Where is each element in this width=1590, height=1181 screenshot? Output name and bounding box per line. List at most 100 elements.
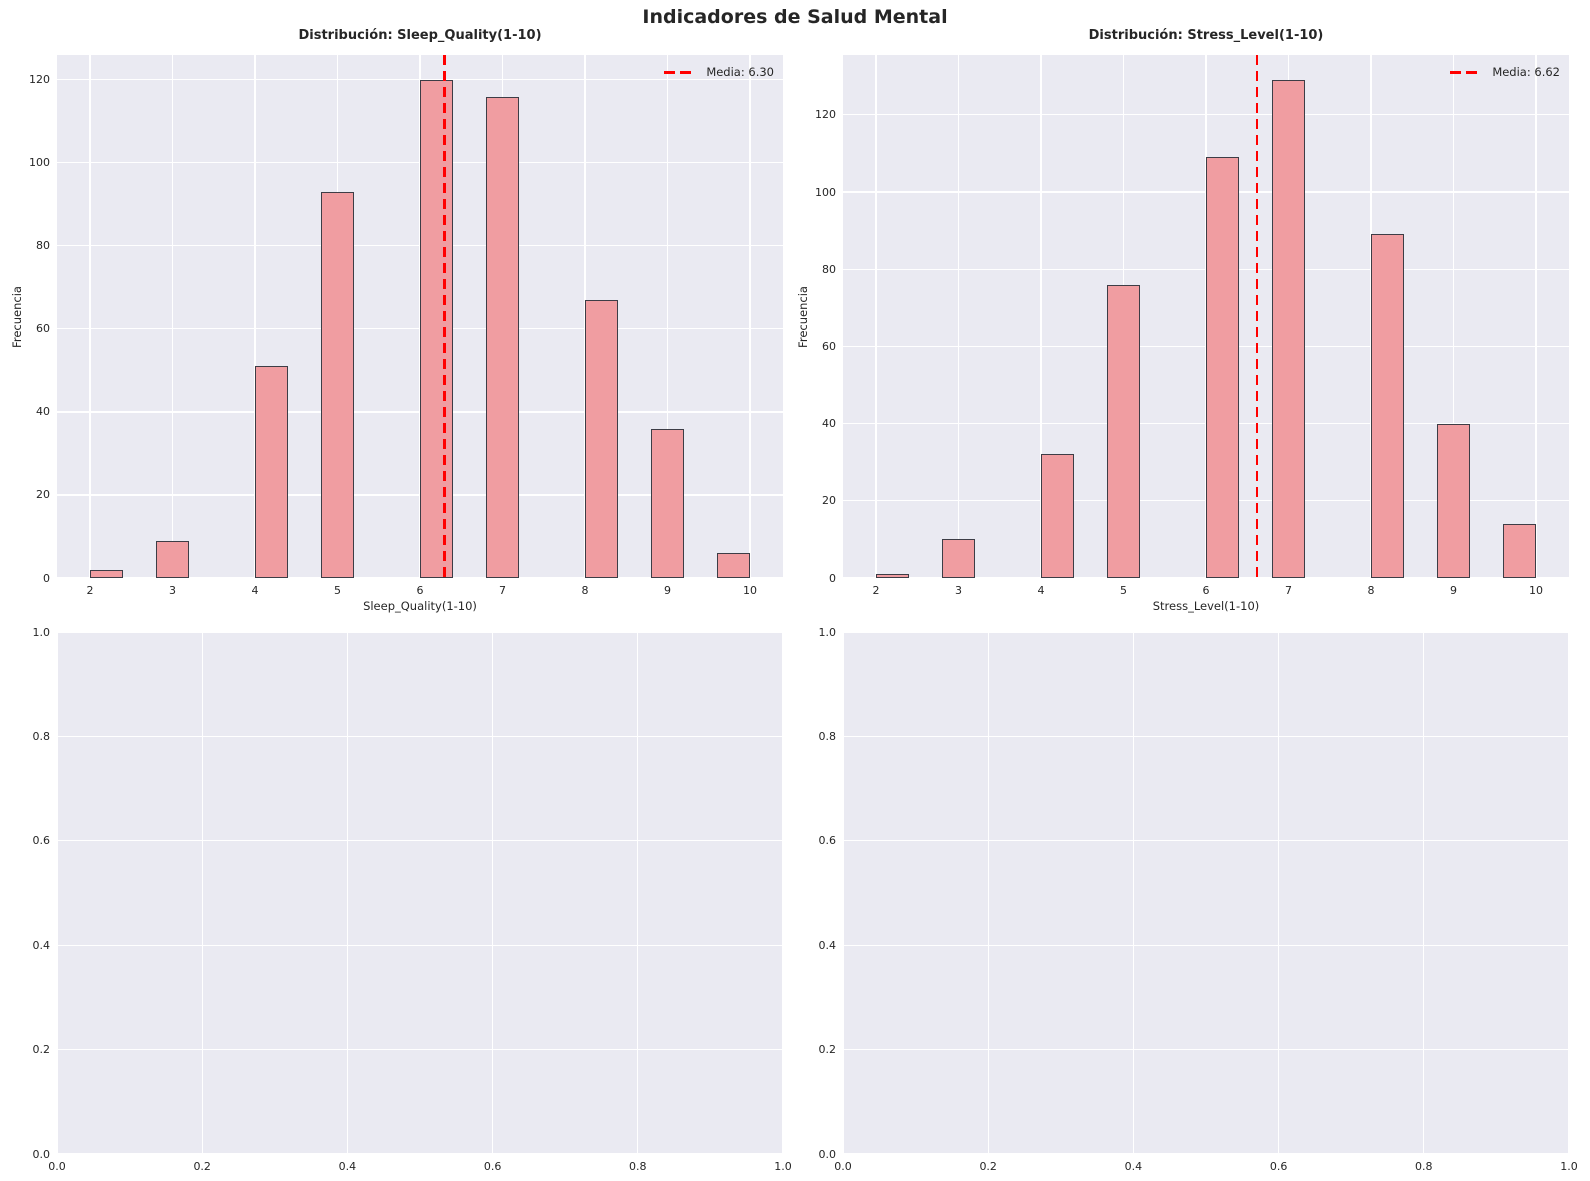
legend-label: Media: 6.62	[1492, 65, 1560, 79]
gridline-horizontal	[843, 632, 1569, 633]
gridline-horizontal	[843, 840, 1569, 842]
histogram-bar	[1371, 234, 1404, 578]
y-axis-label: Frecuencia	[10, 285, 24, 348]
y-tick-label: 1.0	[32, 625, 51, 639]
gridline-vertical	[492, 632, 494, 1154]
gridline-vertical	[1278, 632, 1280, 1154]
y-tick-label: 0	[829, 571, 836, 585]
gridline-vertical	[957, 55, 960, 578]
gridline-vertical	[637, 632, 639, 1154]
gridline-horizontal	[57, 944, 783, 946]
subplot-stress-level-histogram: Distribución: Stress_Level(1-10) Frecuen…	[796, 28, 1569, 613]
y-tick-label: 0.2	[818, 1043, 837, 1057]
x-tick-label: 3	[955, 584, 962, 597]
x-tick-label: 10	[1529, 584, 1543, 597]
y-tick-label: 20	[36, 488, 50, 502]
gridline-vertical	[875, 55, 877, 578]
y-tick-label: 40	[36, 405, 50, 419]
y-tick-label: 0.4	[818, 938, 837, 952]
histogram-bar	[1041, 454, 1074, 578]
histogram-bar	[942, 539, 975, 578]
histogram-bar	[1437, 423, 1470, 578]
gridline-vertical	[419, 55, 421, 578]
gridline-vertical	[1205, 55, 1207, 578]
y-tick-label: 0.0	[32, 1147, 51, 1161]
gridline-horizontal	[843, 114, 1569, 116]
x-tick-label: 0.2	[193, 1160, 211, 1173]
mean-line	[1255, 55, 1259, 578]
x-tick-label: 2	[872, 584, 880, 597]
y-tick-label: 0.2	[32, 1043, 51, 1057]
legend: Media: 6.30	[664, 65, 774, 79]
subplot-title: Distribución: Sleep_Quality(1-10)	[298, 28, 542, 43]
x-tick-label: 8	[581, 584, 589, 597]
gridline-horizontal	[843, 1153, 1569, 1154]
y-tick-label: 120	[29, 73, 50, 87]
y-tick-label: 20	[822, 494, 836, 508]
gridline-vertical	[346, 632, 348, 1154]
x-tick-label: 6	[1202, 584, 1210, 597]
plot-area	[843, 55, 1569, 578]
x-tick-label: 6	[416, 584, 424, 597]
x-tick-label: 0.4	[338, 1160, 357, 1173]
histogram-bar	[321, 191, 354, 578]
x-tick-label: 0.6	[1269, 1160, 1288, 1173]
y-tick-label: 100	[815, 185, 836, 199]
figure-title: Indicadores de Salud Mental	[642, 6, 948, 28]
x-tick-label: 9	[664, 584, 671, 597]
y-axis-label: Frecuencia	[796, 285, 810, 348]
histogram-bar	[486, 96, 519, 578]
subplot-sleep-quality-histogram: Distribución: Sleep_Quality(1-10) Frecue…	[10, 28, 783, 613]
gridline-vertical	[1535, 55, 1537, 578]
gridline-horizontal	[843, 944, 1569, 946]
y-tick-label: 0.6	[818, 834, 837, 848]
gridline-vertical	[749, 55, 751, 578]
gridline-vertical	[987, 632, 989, 1154]
y-tick-label: 60	[822, 339, 836, 353]
gridline-vertical	[171, 55, 174, 578]
y-tick-label: 100	[29, 156, 50, 170]
x-tick-label: 10	[743, 584, 757, 597]
gridline-vertical	[1452, 55, 1455, 578]
x-axis-label: Stress_Level(1-10)	[1152, 599, 1260, 613]
histogram-bar	[156, 540, 189, 578]
gridline-vertical	[843, 632, 844, 1154]
dashed-line-icon	[1450, 70, 1482, 74]
y-tick-label: 0	[43, 571, 50, 585]
histogram-bar	[255, 366, 288, 578]
x-tick-label: 2	[86, 584, 94, 597]
x-tick-label: 0.2	[979, 1160, 997, 1173]
gridline-vertical	[201, 632, 203, 1154]
y-tick-label: 120	[815, 108, 836, 122]
gridline-vertical	[1040, 55, 1042, 578]
x-tick-label: 4	[1037, 584, 1045, 597]
histogram-bar	[876, 574, 909, 578]
x-tick-label: 0.0	[834, 1160, 852, 1173]
mean-line	[443, 55, 447, 578]
plot-area	[57, 632, 783, 1154]
x-tick-label: 0.8	[1415, 1160, 1433, 1173]
x-tick-label: 7	[499, 584, 506, 597]
histogram-bar	[1107, 284, 1140, 578]
gridline-vertical	[782, 632, 783, 1154]
gridline-horizontal	[843, 735, 1569, 737]
y-tick-label: 40	[822, 417, 836, 431]
legend: Media: 6.62	[1450, 65, 1560, 79]
gridline-vertical	[254, 55, 256, 578]
x-tick-label: 3	[169, 584, 176, 597]
y-tick-label: 0.8	[32, 729, 51, 743]
x-tick-label: 0.8	[629, 1160, 647, 1173]
y-tick-label: 0.8	[818, 729, 837, 743]
y-tick-label: 0.0	[818, 1147, 837, 1161]
y-tick-label: 80	[822, 262, 836, 276]
x-axis-label: Sleep_Quality(1-10)	[363, 599, 477, 613]
histogram-bar	[1503, 523, 1536, 578]
gridline-vertical	[57, 632, 58, 1154]
gridline-vertical	[89, 55, 91, 578]
x-tick-label: 4	[251, 584, 259, 597]
y-tick-label: 60	[36, 322, 50, 336]
y-tick-label: 80	[36, 239, 50, 253]
gridline-horizontal	[57, 1049, 783, 1051]
histogram-bar	[1272, 80, 1305, 578]
